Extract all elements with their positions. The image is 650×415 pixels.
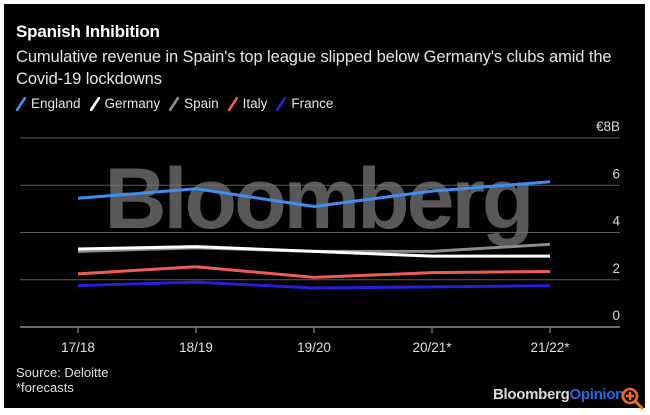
y-tick-label: €8B (596, 119, 620, 134)
watermark: Bloomberg (105, 151, 532, 247)
x-tick-label: 20/21* (412, 340, 452, 355)
series-lines (77, 180, 551, 290)
legend-swatch-icon (227, 96, 238, 111)
y-tick-label: 4 (612, 214, 620, 229)
legend-swatch-icon (16, 96, 26, 111)
legend: England Germany Spain Italy France (16, 96, 342, 111)
legend-swatch-icon (169, 96, 180, 111)
chart-subtitle: Cumulative revenue in Spain's top league… (16, 48, 612, 88)
legend-item-spain: Spain (169, 96, 219, 111)
brand-accent: Opinion (569, 386, 625, 403)
legend-item-france: France (276, 96, 333, 111)
legend-swatch-icon (276, 96, 287, 111)
legend-label: Germany (104, 96, 161, 111)
series-line-france (77, 280, 551, 290)
brand-main: Bloomberg (493, 386, 570, 403)
forecast-note: *forecasts (16, 380, 74, 395)
series-line-germany (77, 245, 550, 258)
legend-label: Italy (242, 96, 268, 111)
y-axis: 0 2 4 6 €8B (596, 119, 621, 323)
chart-title: Spanish Inhibition (16, 22, 160, 41)
y-tick-label: 2 (612, 261, 620, 276)
zoom-in-icon[interactable] (620, 386, 644, 410)
y-tick-label: 6 (612, 166, 620, 181)
series-line-england (77, 180, 551, 209)
legend-item-england: England (16, 96, 81, 111)
legend-label: Spain (184, 96, 219, 111)
legend-label: England (31, 96, 81, 111)
source-note: Source: Deloitte *forecasts (16, 365, 109, 395)
brand-logo: BloombergOpinion (493, 386, 624, 403)
y-tick-label: 0 (612, 308, 620, 323)
legend-item-germany: Germany (89, 96, 161, 111)
x-tick-label: 21/22* (530, 340, 570, 355)
x-tick-label: 19/20 (297, 340, 331, 355)
legend-label: France (291, 96, 334, 111)
x-tick-label: 18/19 (179, 340, 213, 355)
x-tick-label: 17/18 (61, 340, 95, 355)
series-line-italy (77, 265, 551, 279)
x-axis: 17/18 18/19 19/20 20/21* 21/22* (61, 327, 570, 355)
legend-item-italy: Italy (227, 96, 268, 111)
source-text: Source: Deloitte (16, 365, 109, 380)
legend-swatch-icon (89, 96, 100, 111)
